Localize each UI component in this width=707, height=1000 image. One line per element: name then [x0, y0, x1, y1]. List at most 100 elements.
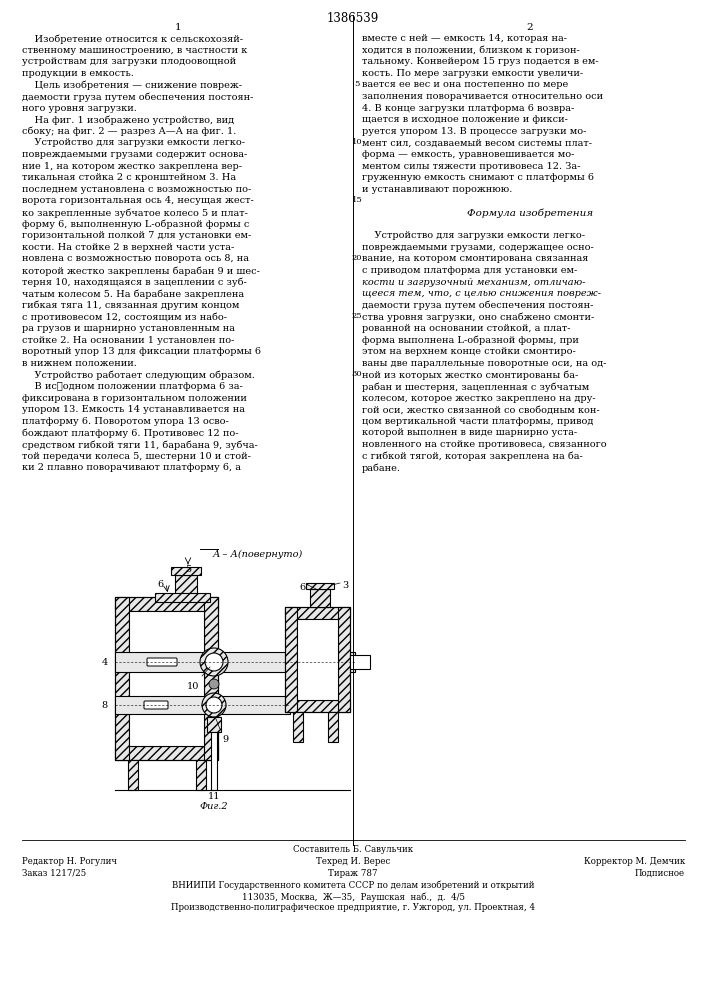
Text: устройствам для загрузки плодоовощной: устройствам для загрузки плодоовощной — [22, 57, 236, 66]
Text: с приводом платформа для установки ем-: с приводом платформа для установки ем- — [362, 266, 577, 275]
Text: цом вертикальной части платформы, привод: цом вертикальной части платформы, привод — [362, 417, 593, 426]
Text: вание, на котором смонтирована связанная: вание, на котором смонтирована связанная — [362, 254, 588, 263]
Bar — [285, 607, 350, 619]
Text: форма — емкость, уравновешивается мо-: форма — емкость, уравновешивается мо- — [362, 150, 574, 159]
Bar — [350, 655, 370, 669]
Bar — [129, 611, 204, 746]
Text: кости. На стойке 2 в верхней части уста-: кости. На стойке 2 в верхней части уста- — [22, 243, 234, 252]
Text: Техред И. Верес: Техред И. Верес — [316, 857, 390, 866]
Bar — [155, 593, 210, 602]
Text: упором 13. Емкость 14 устанавливается на: упором 13. Емкость 14 устанавливается на — [22, 405, 245, 414]
Text: гой оси, жестко связанной со свободным кон-: гой оси, жестко связанной со свободным к… — [362, 405, 600, 414]
Text: 25: 25 — [351, 312, 362, 320]
Text: Изобретение относится к сельскохозяй-: Изобретение относится к сельскохозяй- — [22, 34, 243, 43]
Text: ворота горизонтальная ось 4, несущая жест-: ворота горизонтальная ось 4, несущая жес… — [22, 196, 254, 205]
Text: На фиг. 1 изображено устройство, вид: На фиг. 1 изображено устройство, вид — [22, 115, 234, 125]
Text: Тираж 787: Тираж 787 — [328, 869, 378, 878]
Circle shape — [202, 693, 226, 717]
Bar — [115, 696, 290, 714]
Text: форма выполнена L-образной формы, при: форма выполнена L-образной формы, при — [362, 336, 579, 345]
Text: бождают платформу 6. Противовес 12 по-: бождают платформу 6. Противовес 12 по- — [22, 428, 238, 438]
Bar — [115, 597, 218, 760]
Text: которой жестко закреплены барабан 9 и шес-: которой жестко закреплены барабан 9 и ше… — [22, 266, 260, 275]
Text: вается ее вес и она постепенно по мере: вается ее вес и она постепенно по мере — [362, 80, 568, 89]
Text: кости и загрузочный механизм, отличаю-: кости и загрузочный механизм, отличаю- — [362, 278, 585, 287]
Text: Фиг.2: Фиг.2 — [199, 802, 228, 811]
Text: фиксирована в горизонтальном положении: фиксирована в горизонтальном положении — [22, 394, 247, 403]
Text: новленного на стойке противовеса, связанного: новленного на стойке противовеса, связан… — [362, 440, 607, 449]
Text: 30: 30 — [351, 370, 362, 378]
Bar — [115, 746, 218, 760]
Bar — [207, 717, 221, 732]
Text: той передачи колеса 5, шестерни 10 и стой-: той передачи колеса 5, шестерни 10 и сто… — [22, 452, 251, 461]
Text: ние 1, на котором жестко закреплена вер-: ние 1, на котором жестко закреплена вер- — [22, 162, 242, 171]
Bar — [328, 712, 338, 742]
Text: 10: 10 — [187, 682, 199, 691]
Text: ментом силы тяжести противовеса 12. За-: ментом силы тяжести противовеса 12. За- — [362, 162, 580, 171]
Text: 4: 4 — [102, 658, 108, 667]
Bar — [285, 607, 297, 712]
Text: 11: 11 — [208, 792, 221, 801]
Text: 113035, Москва,  Ж—35,  Раушская  наб.,  д.  4/5: 113035, Москва, Ж—35, Раушская наб., д. … — [242, 892, 464, 902]
Text: ко закрепленные зубчатое колесо 5 и плат-: ко закрепленные зубчатое колесо 5 и плат… — [22, 208, 248, 218]
Text: 9: 9 — [222, 735, 228, 744]
Bar — [285, 700, 350, 712]
Text: этом на верхнем конце стойки смонтиро-: этом на верхнем конце стойки смонтиро- — [362, 347, 575, 356]
Bar — [310, 589, 330, 607]
Text: Цель изобретения — снижение повреж-: Цель изобретения — снижение повреж- — [22, 80, 242, 90]
Text: тальному. Конвейером 15 груз подается в ем-: тальному. Конвейером 15 груз подается в … — [362, 57, 599, 66]
Text: последнем установлена с возможностью по-: последнем установлена с возможностью по- — [22, 185, 251, 194]
Text: кость. По мере загрузки емкости увеличи-: кость. По мере загрузки емкости увеличи- — [362, 69, 583, 78]
Text: ства уровня загрузки, оно снабжено смонти-: ства уровня загрузки, оно снабжено смонт… — [362, 312, 595, 322]
Text: ственному машиностроению, в частности к: ственному машиностроению, в частности к — [22, 46, 247, 55]
Bar — [128, 760, 138, 790]
Text: Устройство для загрузки емкости легко-: Устройство для загрузки емкости легко- — [22, 138, 245, 147]
Text: стойке 2. На основании 1 установлен по-: стойке 2. На основании 1 установлен по- — [22, 336, 235, 345]
Circle shape — [209, 679, 219, 689]
Text: 6: 6 — [157, 580, 163, 589]
Text: колесом, которое жестко закреплено на дру-: колесом, которое жестко закреплено на др… — [362, 394, 595, 403]
Text: рабане.: рабане. — [362, 463, 401, 473]
Text: Формула изобретения: Формула изобретения — [467, 208, 593, 218]
Circle shape — [205, 653, 223, 671]
Text: рованной на основании стойкой, а плат-: рованной на основании стойкой, а плат- — [362, 324, 571, 333]
Text: вместе с ней — емкость 14, которая на-: вместе с ней — емкость 14, которая на- — [362, 34, 567, 43]
Text: тикальная стойка 2 с кронштейном 3. На: тикальная стойка 2 с кронштейном 3. На — [22, 173, 236, 182]
Text: гибкая тяга 11, связанная другим концом: гибкая тяга 11, связанная другим концом — [22, 301, 240, 310]
Text: Редактор Н. Рогулич: Редактор Н. Рогулич — [22, 857, 117, 866]
Text: чатым колесом 5. На барабане закреплена: чатым колесом 5. На барабане закреплена — [22, 289, 244, 299]
Text: 5: 5 — [185, 565, 191, 574]
Bar — [115, 652, 355, 672]
Bar — [171, 567, 201, 575]
Text: повреждаемыми грузами, содержащее осно-: повреждаемыми грузами, содержащее осно- — [362, 243, 594, 252]
Text: средством гибкой тяги 11, барабана 9, зубча-: средством гибкой тяги 11, барабана 9, зу… — [22, 440, 258, 450]
Text: новлена с возможностью поворота ось 8, на: новлена с возможностью поворота ось 8, н… — [22, 254, 249, 263]
Text: 4. В конце загрузки платформа 6 возвра-: 4. В конце загрузки платформа 6 возвра- — [362, 104, 574, 113]
Circle shape — [200, 648, 228, 676]
Text: горизонтальной полкой 7 для установки ем-: горизонтальной полкой 7 для установки ем… — [22, 231, 251, 240]
Bar — [306, 583, 334, 589]
Bar — [293, 712, 303, 742]
Text: Корректор М. Демчик: Корректор М. Демчик — [584, 857, 685, 866]
Bar — [338, 607, 350, 712]
Bar — [175, 575, 197, 597]
Bar — [204, 597, 218, 760]
Text: с гибкой тягой, которая закреплена на ба-: с гибкой тягой, которая закреплена на ба… — [362, 452, 583, 461]
Text: сбоку; на фиг. 2 — разрез А—А на фиг. 1.: сбоку; на фиг. 2 — разрез А—А на фиг. 1. — [22, 127, 236, 136]
Text: с противовесом 12, состоящим из набо-: с противовесом 12, состоящим из набо- — [22, 312, 227, 322]
Text: заполнения поворачивается относительно оси: заполнения поворачивается относительно о… — [362, 92, 603, 101]
Bar — [285, 607, 350, 712]
Bar — [297, 619, 338, 700]
Text: А – А(повернуто): А – А(повернуто) — [213, 550, 303, 559]
Text: 5: 5 — [354, 80, 360, 88]
Text: Подписное: Подписное — [635, 869, 685, 878]
Bar — [115, 597, 218, 611]
Text: ного уровня загрузки.: ного уровня загрузки. — [22, 104, 137, 113]
Text: Устройство для загрузки емкости легко-: Устройство для загрузки емкости легко- — [362, 231, 585, 240]
Text: 20: 20 — [352, 254, 362, 262]
Bar — [115, 597, 129, 760]
Text: повреждаемыми грузами содержит основа-: повреждаемыми грузами содержит основа- — [22, 150, 247, 159]
Circle shape — [206, 697, 222, 713]
Text: Составитель Б. Савульчик: Составитель Б. Савульчик — [293, 845, 413, 854]
Text: даемости груза путем обеспечения постоян-: даемости груза путем обеспечения постоян… — [362, 301, 593, 310]
